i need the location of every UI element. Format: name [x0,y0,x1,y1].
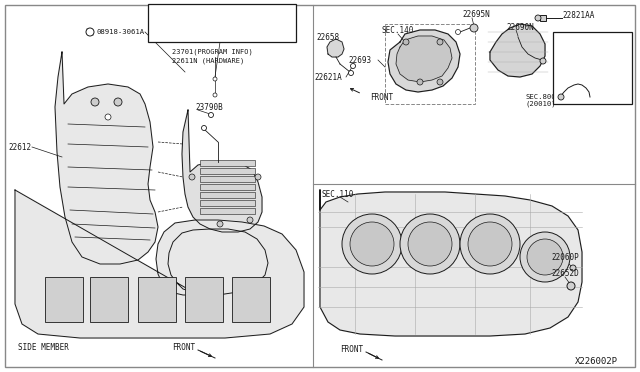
Circle shape [105,114,111,120]
Bar [138,277,176,322]
Text: X226002P: X226002P [575,357,618,366]
Polygon shape [320,190,582,336]
Text: 22611N (HARDWARE): 22611N (HARDWARE) [172,58,244,64]
Circle shape [417,79,423,85]
Polygon shape [182,110,262,232]
Text: SIDE MEMBER: SIDE MEMBER [18,343,69,352]
Circle shape [351,64,355,68]
Text: 23701(PROGRAM INFO): 23701(PROGRAM INFO) [172,49,253,55]
Text: SEC.110: SEC.110 [322,189,355,199]
Circle shape [255,174,261,180]
Text: FRONT: FRONT [370,93,393,102]
Bar [45,277,83,322]
Polygon shape [55,52,158,264]
Bar [200,200,255,206]
Circle shape [408,222,452,266]
Circle shape [437,39,443,45]
Text: 22695N: 22695N [462,10,490,19]
Text: 22631X: 22631X [558,70,584,76]
Polygon shape [182,110,262,232]
Text: 22612: 22612 [8,142,31,151]
Polygon shape [388,30,460,92]
Circle shape [460,214,520,274]
Bar [90,277,128,322]
Circle shape [456,29,461,35]
Circle shape [540,58,546,64]
Bar [540,15,546,21]
Circle shape [535,15,541,21]
Text: FRONT: FRONT [340,346,363,355]
Bar [200,192,255,198]
Text: SEC.800: SEC.800 [526,94,557,100]
Circle shape [189,174,195,180]
Circle shape [342,214,402,274]
Polygon shape [15,190,304,338]
Bar [200,176,255,182]
Circle shape [86,28,94,36]
Bar [148,4,296,42]
Text: SEC.140: SEC.140 [382,26,414,35]
Text: EXHAUST GAS: EXHAUST GAS [556,38,604,44]
Bar [200,160,255,166]
Circle shape [247,217,253,223]
Circle shape [213,93,217,97]
Polygon shape [490,24,545,77]
Circle shape [91,98,99,106]
Polygon shape [388,30,460,92]
Text: 22621A: 22621A [314,73,342,81]
Bar [185,277,223,322]
Text: SENSOR: SENSOR [556,56,582,62]
Circle shape [400,214,460,274]
Text: 22693: 22693 [348,55,371,64]
Text: 22060P: 22060P [551,253,579,262]
Circle shape [213,77,217,81]
Circle shape [527,239,563,275]
Circle shape [558,94,564,100]
Polygon shape [320,190,582,336]
Polygon shape [15,190,304,338]
Circle shape [567,282,575,290]
Polygon shape [490,24,545,77]
Circle shape [114,98,122,106]
Text: 22652D: 22652D [551,269,579,279]
Text: MUST BE PROGRAMMED DATA: MUST BE PROGRAMMED DATA [151,24,257,33]
Polygon shape [327,39,344,57]
Text: ATTENTION: THIS ECU: ATTENTION: THIS ECU [151,15,239,24]
Text: 22658: 22658 [316,32,339,42]
Bar [385,24,475,104]
Bar [200,168,255,174]
Polygon shape [396,36,452,82]
Circle shape [470,24,478,32]
Circle shape [217,221,223,227]
Bar [200,184,255,190]
Circle shape [349,71,353,76]
Text: 22690N: 22690N [506,22,534,32]
Polygon shape [55,52,158,264]
Circle shape [468,222,512,266]
Text: 08918-3061A: 08918-3061A [96,29,144,35]
Bar [200,208,255,214]
Polygon shape [396,36,452,82]
Text: (20010): (20010) [526,101,557,107]
Circle shape [520,232,570,282]
Text: 23790B: 23790B [195,103,223,112]
Bar [553,32,632,104]
Text: FRONT: FRONT [172,343,195,352]
Polygon shape [327,39,344,57]
Text: 22821AA: 22821AA [562,10,595,19]
Circle shape [209,112,214,118]
Circle shape [403,39,409,45]
Circle shape [202,125,207,131]
Circle shape [570,265,576,271]
Circle shape [350,222,394,266]
Text: TEMPERATURE: TEMPERATURE [556,47,604,53]
Circle shape [437,79,443,85]
Bar [232,277,270,322]
